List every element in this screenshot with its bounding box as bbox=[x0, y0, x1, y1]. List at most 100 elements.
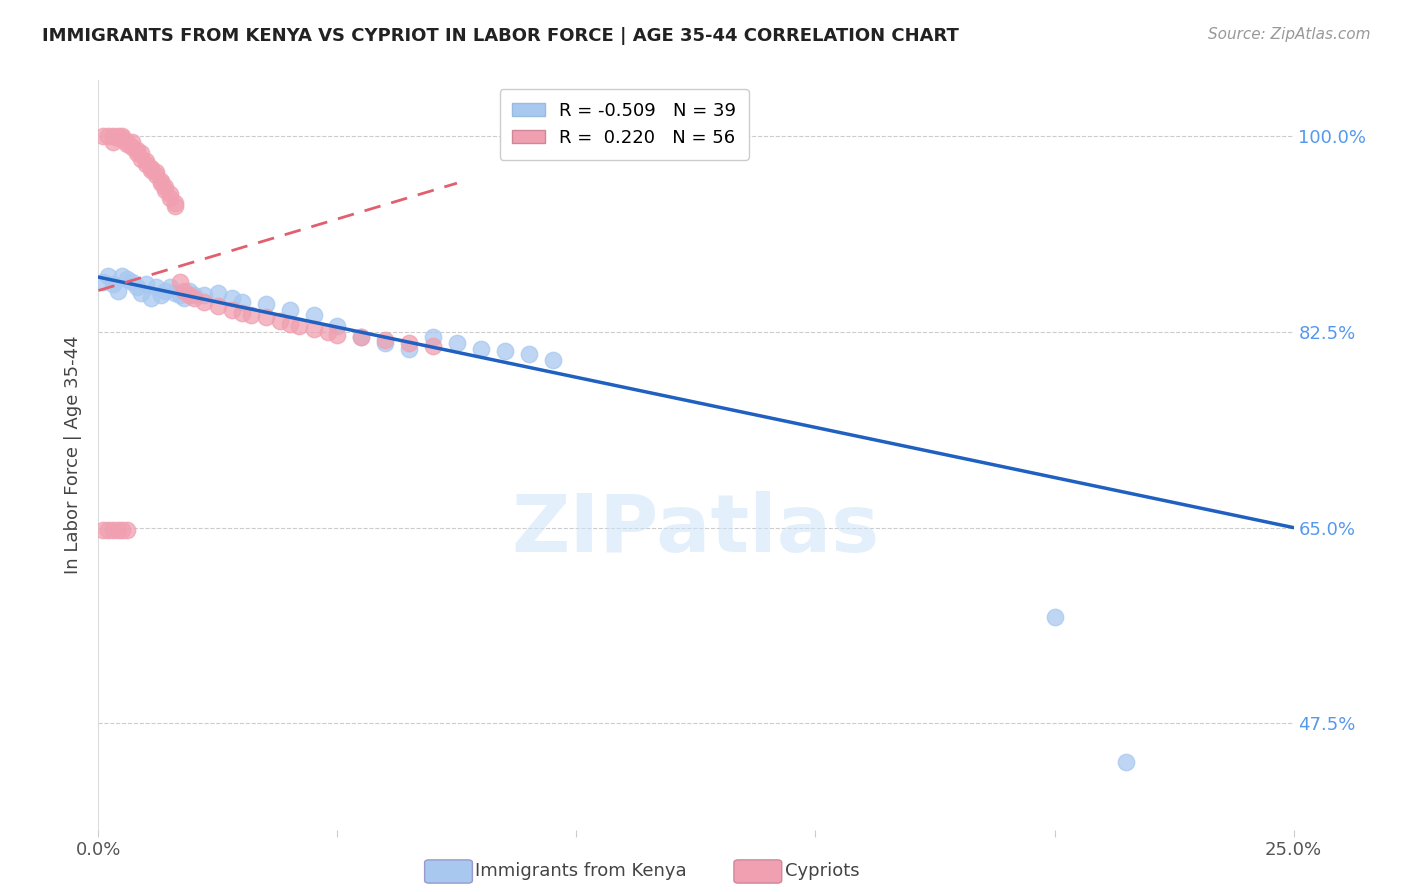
Point bbox=[163, 196, 186, 211]
Point bbox=[145, 169, 167, 183]
Point bbox=[125, 143, 148, 157]
Point bbox=[1043, 610, 1066, 624]
Point bbox=[111, 131, 134, 145]
Point bbox=[207, 285, 229, 300]
Point bbox=[1115, 756, 1137, 770]
Point bbox=[101, 129, 124, 144]
Text: IMMIGRANTS FROM KENYA VS CYPRIOT IN LABOR FORCE | AGE 35-44 CORRELATION CHART: IMMIGRANTS FROM KENYA VS CYPRIOT IN LABO… bbox=[42, 27, 959, 45]
Point bbox=[145, 165, 167, 179]
Text: Immigrants from Kenya: Immigrants from Kenya bbox=[475, 863, 688, 880]
Point bbox=[302, 321, 325, 335]
Point bbox=[107, 131, 129, 145]
Point bbox=[135, 277, 157, 291]
Point bbox=[91, 129, 114, 144]
Point bbox=[374, 333, 396, 347]
Point bbox=[107, 284, 129, 298]
Point bbox=[125, 145, 148, 160]
Point bbox=[221, 291, 243, 305]
Point bbox=[131, 152, 153, 166]
Point bbox=[159, 187, 181, 202]
Point bbox=[517, 347, 540, 361]
Point bbox=[494, 343, 516, 358]
Point bbox=[125, 280, 148, 294]
Point bbox=[107, 523, 129, 537]
Point bbox=[316, 325, 339, 339]
Point bbox=[91, 523, 114, 537]
Point bbox=[159, 191, 181, 205]
Point bbox=[240, 308, 263, 322]
Point bbox=[398, 342, 420, 356]
Point bbox=[422, 330, 444, 344]
Point bbox=[97, 523, 120, 537]
Point bbox=[115, 523, 138, 537]
Point bbox=[173, 291, 195, 305]
Point bbox=[288, 319, 311, 334]
Point bbox=[131, 145, 153, 160]
Point bbox=[278, 302, 301, 317]
Point bbox=[173, 284, 195, 298]
Point bbox=[155, 183, 177, 197]
Text: ZIPatlas: ZIPatlas bbox=[512, 491, 880, 569]
Point bbox=[207, 299, 229, 313]
Point bbox=[302, 308, 325, 322]
Point bbox=[111, 129, 134, 144]
Point bbox=[115, 136, 138, 151]
Point bbox=[115, 272, 138, 286]
Point bbox=[139, 291, 162, 305]
Point bbox=[350, 330, 373, 344]
Point bbox=[101, 135, 124, 149]
Point bbox=[278, 317, 301, 331]
Point bbox=[91, 275, 114, 289]
Point bbox=[155, 284, 177, 298]
Text: Cypriots: Cypriots bbox=[785, 863, 859, 880]
Point bbox=[111, 268, 134, 283]
Point bbox=[374, 336, 396, 351]
Point bbox=[254, 310, 277, 325]
Point bbox=[541, 352, 564, 367]
Point bbox=[155, 179, 177, 194]
Point bbox=[163, 198, 186, 212]
Point bbox=[131, 285, 153, 300]
Point bbox=[139, 162, 162, 177]
Point bbox=[269, 314, 291, 328]
Point bbox=[135, 157, 157, 171]
Point bbox=[121, 135, 143, 149]
Point bbox=[183, 291, 205, 305]
Point bbox=[115, 135, 138, 149]
Point bbox=[149, 288, 172, 302]
Point bbox=[326, 319, 349, 334]
Point bbox=[111, 523, 134, 537]
Point bbox=[107, 129, 129, 144]
Point bbox=[326, 328, 349, 343]
Point bbox=[231, 306, 253, 320]
Point bbox=[398, 336, 420, 351]
Point bbox=[163, 285, 186, 300]
Point bbox=[121, 140, 143, 154]
Point bbox=[121, 275, 143, 289]
Point bbox=[139, 161, 162, 175]
Point bbox=[145, 280, 167, 294]
Point bbox=[446, 336, 468, 351]
Point bbox=[169, 288, 191, 302]
Point bbox=[231, 294, 253, 309]
Y-axis label: In Labor Force | Age 35-44: In Labor Force | Age 35-44 bbox=[63, 335, 82, 574]
Point bbox=[179, 288, 201, 302]
Point bbox=[221, 302, 243, 317]
Point bbox=[159, 280, 181, 294]
Point bbox=[101, 523, 124, 537]
Point bbox=[169, 275, 191, 289]
Point bbox=[183, 288, 205, 302]
Point bbox=[254, 297, 277, 311]
Point bbox=[179, 284, 201, 298]
Legend: R = -0.509   N = 39, R =  0.220   N = 56: R = -0.509 N = 39, R = 0.220 N = 56 bbox=[499, 89, 749, 160]
Point bbox=[149, 176, 172, 190]
Point bbox=[193, 288, 215, 302]
Point bbox=[149, 174, 172, 188]
Point bbox=[193, 294, 215, 309]
Point bbox=[470, 342, 492, 356]
Point bbox=[97, 268, 120, 283]
Point bbox=[350, 330, 373, 344]
Point bbox=[101, 277, 124, 291]
Point bbox=[97, 129, 120, 144]
Point bbox=[135, 153, 157, 168]
